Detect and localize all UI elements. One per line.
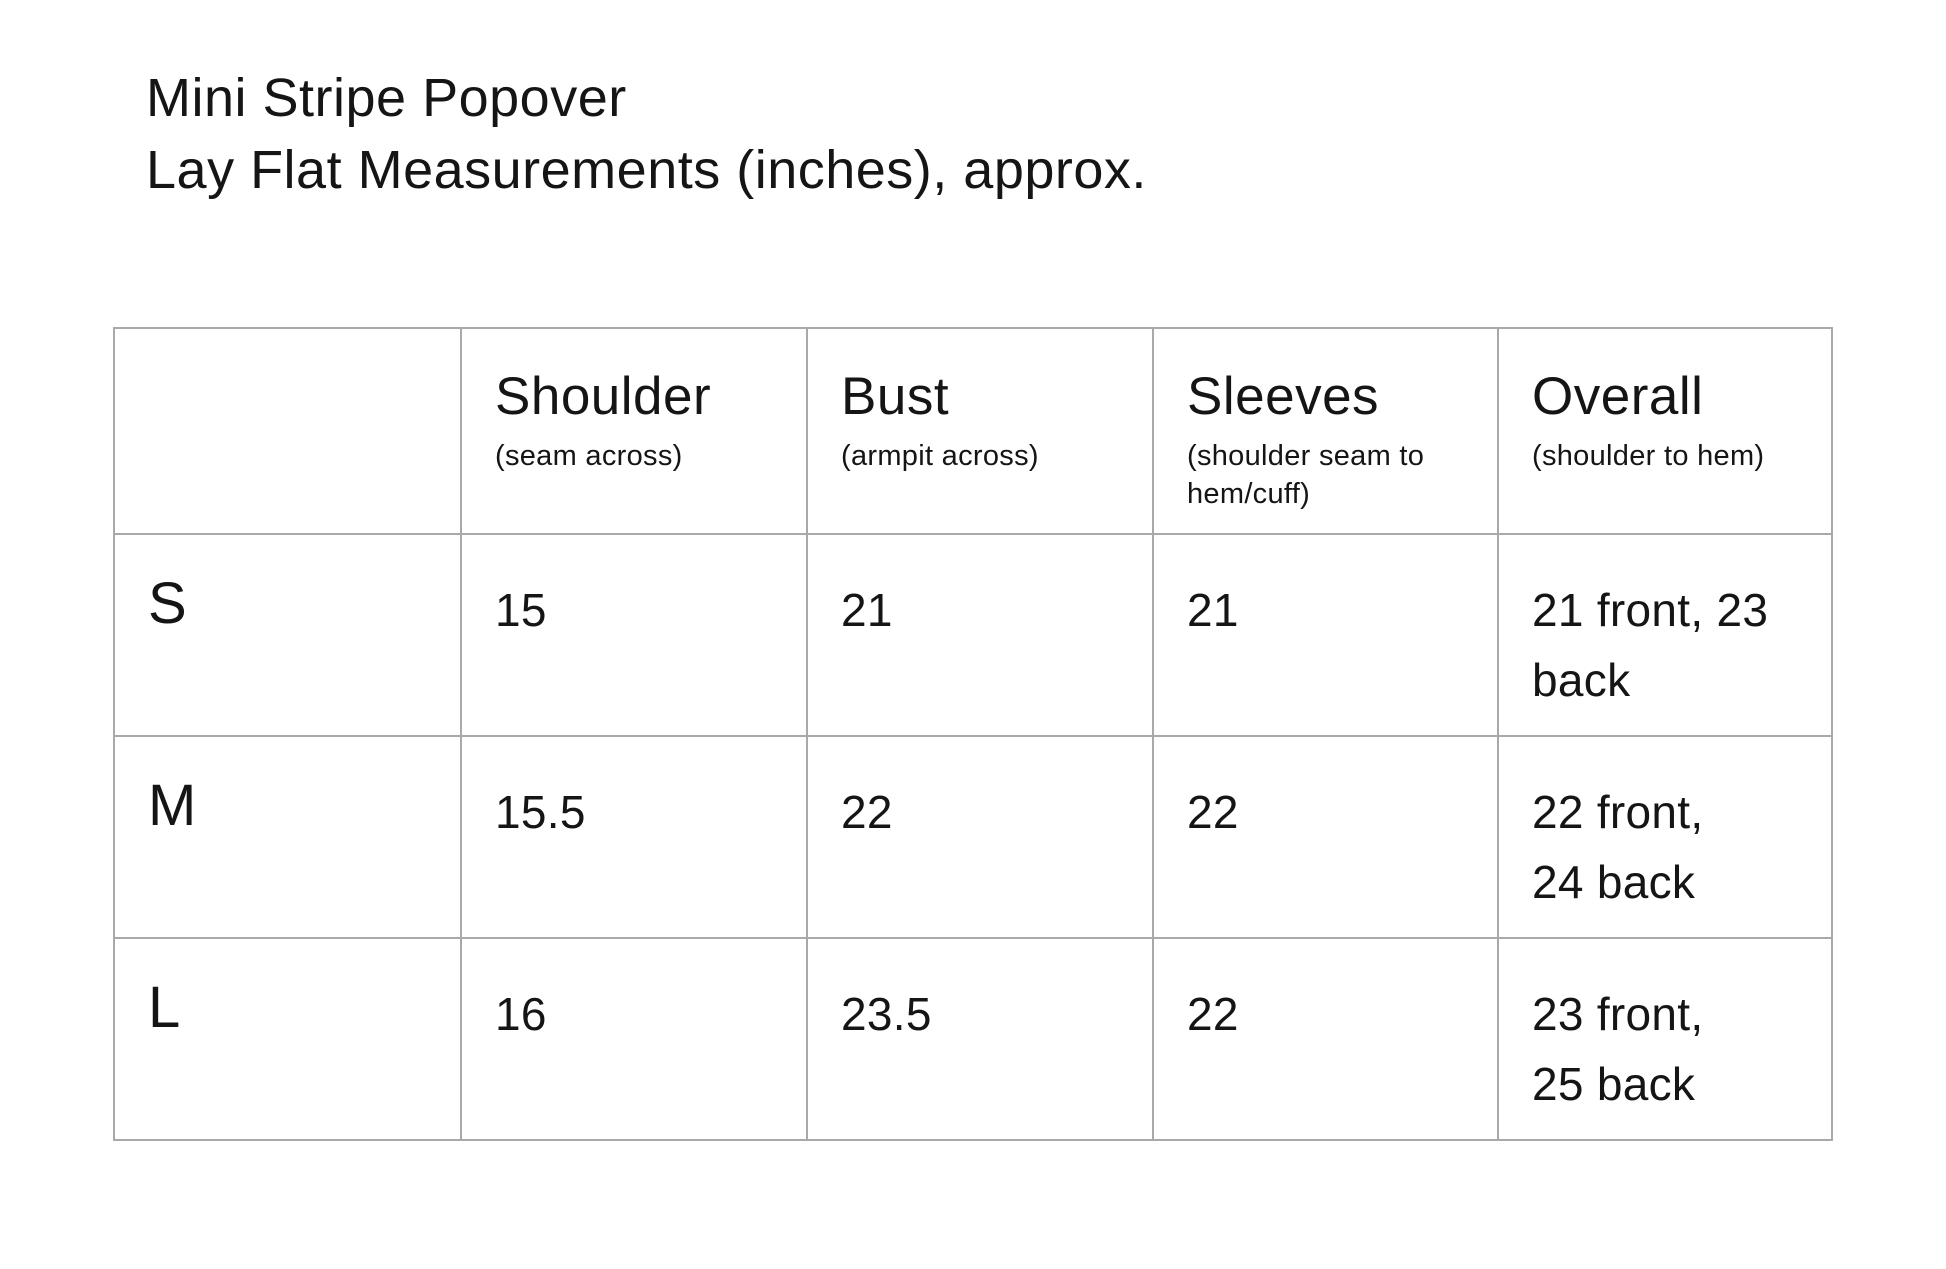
table-row-size-m: M 15.5 22 22 22 front, 24 back	[113, 735, 1833, 939]
page-title: Mini Stripe Popover Lay Flat Measurement…	[146, 62, 1147, 206]
column-label: Overall	[1532, 367, 1704, 426]
table-row-size-s: S 15 21 21 21 front, 23 back	[113, 533, 1833, 737]
cell-l-overall: 23 front, 25 back	[1497, 937, 1833, 1141]
column-label: Shoulder	[495, 367, 712, 426]
column-header-bust: Bust (armpit across)	[806, 327, 1154, 535]
measurement-value: 15.5	[495, 786, 586, 838]
cell-s-sleeves: 21	[1152, 533, 1499, 737]
cell-l-shoulder: 16	[460, 937, 808, 1141]
cell-l-bust: 23.5	[806, 937, 1154, 1141]
page-title-line1: Mini Stripe Popover	[146, 68, 627, 128]
measurement-value: 22 front, 24 back	[1532, 786, 1704, 908]
column-header-overall: Overall (shoulder to hem)	[1497, 327, 1833, 535]
size-label: L	[148, 975, 181, 1040]
row-size-cell: L	[113, 937, 462, 1141]
measurement-value: 22	[1187, 786, 1239, 838]
column-sublabel: (shoulder seam to hem/cuff)	[1187, 440, 1425, 510]
size-chart-table: Shoulder (seam across) Bust (armpit acro…	[113, 327, 1833, 1141]
cell-s-overall: 21 front, 23 back	[1497, 533, 1833, 737]
cell-m-bust: 22	[806, 735, 1154, 939]
measurement-value: 21 front, 23 back	[1532, 584, 1769, 706]
page-title-line2: Lay Flat Measurements (inches), approx.	[146, 140, 1147, 200]
measurement-value: 16	[495, 988, 547, 1040]
measurement-value: 21	[841, 584, 893, 636]
measurement-value: 21	[1187, 584, 1239, 636]
measurement-value: 23 front, 25 back	[1532, 988, 1704, 1110]
column-label: Bust	[841, 367, 950, 426]
cell-m-sleeves: 22	[1152, 735, 1499, 939]
measurement-value: 22	[1187, 988, 1239, 1040]
cell-s-bust: 21	[806, 533, 1154, 737]
cell-s-shoulder: 15	[460, 533, 808, 737]
row-size-cell: S	[113, 533, 462, 737]
table-corner-cell	[113, 327, 462, 535]
column-label: Sleeves	[1187, 367, 1380, 426]
measurement-value: 23.5	[841, 988, 932, 1040]
measurement-value: 22	[841, 786, 893, 838]
column-sublabel: (armpit across)	[841, 440, 1039, 472]
column-sublabel: (seam across)	[495, 440, 683, 472]
cell-m-shoulder: 15.5	[460, 735, 808, 939]
table-row-size-l: L 16 23.5 22 23 front, 25 back	[113, 937, 1833, 1141]
size-label: S	[148, 571, 187, 636]
measurement-value: 15	[495, 584, 547, 636]
column-sublabel: (shoulder to hem)	[1532, 440, 1765, 472]
column-header-shoulder: Shoulder (seam across)	[460, 327, 808, 535]
cell-m-overall: 22 front, 24 back	[1497, 735, 1833, 939]
row-size-cell: M	[113, 735, 462, 939]
size-label: M	[148, 773, 197, 838]
table-header-row: Shoulder (seam across) Bust (armpit acro…	[113, 327, 1833, 535]
column-header-sleeves: Sleeves (shoulder seam to hem/cuff)	[1152, 327, 1499, 535]
cell-l-sleeves: 22	[1152, 937, 1499, 1141]
